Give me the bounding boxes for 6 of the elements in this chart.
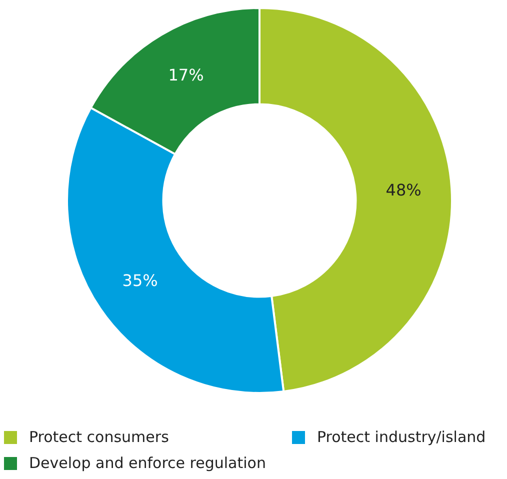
legend-label: Develop and enforce regulation <box>29 454 266 472</box>
data-label: 17% <box>168 65 204 84</box>
legend-label: Protect industry/island <box>317 428 486 446</box>
legend-label: Protect consumers <box>29 428 169 446</box>
data-label: 48% <box>386 180 422 200</box>
data-label: 35% <box>122 270 158 290</box>
